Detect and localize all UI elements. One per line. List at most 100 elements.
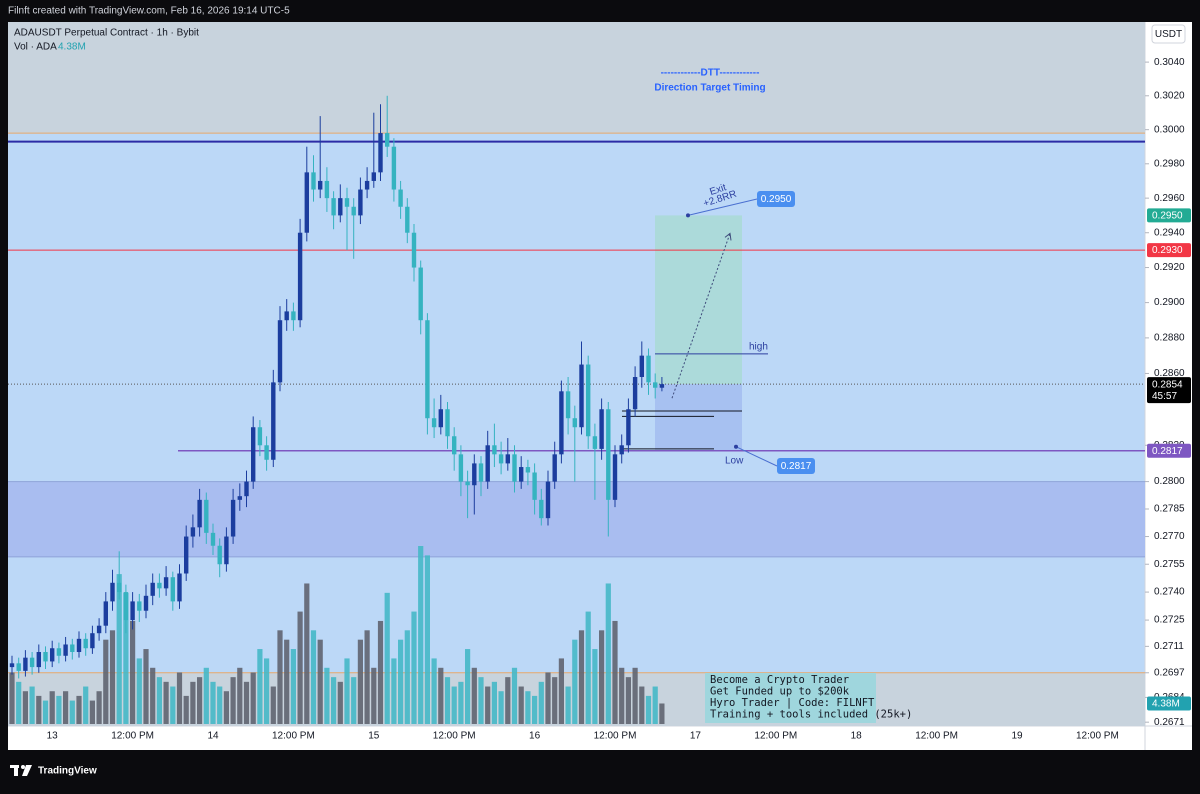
- callout-dot: [734, 444, 738, 449]
- candle-body: [291, 311, 296, 321]
- y-tick-label: 0.2800: [1154, 476, 1185, 487]
- candle-body: [170, 577, 175, 602]
- y-tick-label: 0.2671: [1154, 717, 1185, 728]
- logo: [10, 765, 32, 776]
- candle-body: [150, 582, 155, 596]
- y-tick-label: 0.2697: [1154, 667, 1185, 678]
- candle-body: [485, 445, 490, 482]
- x-tick-label: 18: [851, 731, 863, 742]
- candle-body: [43, 652, 48, 662]
- candle-body: [76, 638, 82, 653]
- x-tick-label: 12:00 PM: [594, 731, 637, 742]
- x-tick-label: 14: [207, 731, 219, 742]
- candle-body: [358, 189, 363, 216]
- candle-body: [271, 382, 276, 460]
- currency[interactable]: USDT: [1155, 29, 1182, 40]
- candle-body: [284, 311, 289, 321]
- callout-text: 0.2950: [761, 194, 792, 205]
- candle-body: [478, 463, 484, 482]
- volume-bar: [404, 630, 410, 724]
- candle-body: [391, 146, 397, 190]
- volume-bar: [371, 667, 377, 724]
- candle-body: [29, 657, 35, 668]
- volume-bar: [418, 546, 424, 724]
- candle-body: [579, 364, 584, 428]
- candle-body: [646, 355, 651, 383]
- candle-body: [96, 625, 102, 634]
- candle-body: [452, 436, 457, 455]
- candle-body: [324, 180, 330, 199]
- volume-bar: [364, 630, 370, 724]
- volume-bar: [150, 667, 156, 724]
- y-tick-label: 0.2900: [1154, 297, 1185, 308]
- volume-bar: [217, 686, 223, 724]
- volume-legend: Vol · ADA: [14, 42, 57, 53]
- callout-dot: [686, 213, 690, 218]
- x-tick-label: 12:00 PM: [915, 731, 958, 742]
- y-tick-label: 0.2785: [1154, 504, 1185, 515]
- y-tick-label: 0.2960: [1154, 193, 1185, 204]
- candle-body: [632, 377, 638, 410]
- candle-body: [50, 648, 55, 662]
- candle-body: [230, 499, 236, 537]
- price-badge: [1147, 443, 1191, 458]
- candle-body: [117, 582, 122, 593]
- candle-body: [210, 532, 216, 546]
- candle-body: [184, 536, 189, 574]
- y-tick-label: 0.3000: [1154, 124, 1185, 135]
- promo-line: Become a Crypto Trader: [710, 674, 849, 686]
- y-tick-label: 0.2770: [1154, 531, 1185, 542]
- candle-body: [592, 436, 598, 449]
- volume-bar: [592, 649, 598, 724]
- candle-body: [130, 601, 135, 621]
- volume-bar: [558, 658, 564, 724]
- volume-bar: [645, 695, 652, 724]
- candle-body: [197, 499, 202, 528]
- volume-bar: [210, 681, 216, 724]
- candle-body: [163, 577, 169, 589]
- volume-bar: [438, 667, 444, 724]
- currency-box[interactable]: [1151, 24, 1186, 44]
- volume-bar: [103, 639, 109, 724]
- volume-bar: [163, 681, 169, 724]
- price-badge-text: 0.2930: [1152, 245, 1183, 256]
- candle-body: [438, 409, 443, 428]
- volume-bar: [444, 677, 451, 724]
- candle-body: [9, 663, 15, 668]
- volume-bar: [431, 658, 437, 724]
- volume-bar: [619, 667, 625, 724]
- candle-body: [123, 592, 129, 621]
- x-tick-label: 12:00 PM: [1076, 731, 1119, 742]
- candle-body: [398, 189, 403, 207]
- candle-body: [619, 445, 624, 455]
- volume-bar: [156, 677, 162, 724]
- volume-bar: [357, 639, 363, 724]
- volume-bar: [190, 681, 196, 724]
- candle-body: [217, 545, 222, 565]
- volume-bar: [518, 686, 524, 724]
- volume-bar: [384, 592, 390, 724]
- volume-bar: [9, 672, 15, 724]
- volume-bar: [659, 703, 665, 724]
- y-tick-label: 0.3020: [1154, 90, 1185, 101]
- volume-bar: [545, 672, 551, 724]
- candle-body: [244, 481, 249, 497]
- volume-bar: [612, 620, 618, 724]
- candle-body: [586, 364, 591, 437]
- volume-bar: [451, 686, 457, 724]
- header: Filnft created with TradingView.com, Feb…: [8, 6, 290, 17]
- volume-bar: [203, 667, 209, 724]
- volume-bar: [310, 630, 317, 724]
- callout-badge: [777, 458, 815, 474]
- volume-legend-value: 4.38M: [58, 42, 86, 53]
- candle-body: [545, 481, 551, 519]
- candle-body: [552, 454, 557, 482]
- candle-body: [418, 267, 423, 321]
- zone: [8, 22, 1145, 134]
- candle-body: [103, 601, 108, 626]
- x-tick-label: 12:00 PM: [433, 731, 476, 742]
- volume-bar: [49, 691, 55, 724]
- volume-bar: [532, 695, 538, 724]
- candle-body: [612, 454, 618, 500]
